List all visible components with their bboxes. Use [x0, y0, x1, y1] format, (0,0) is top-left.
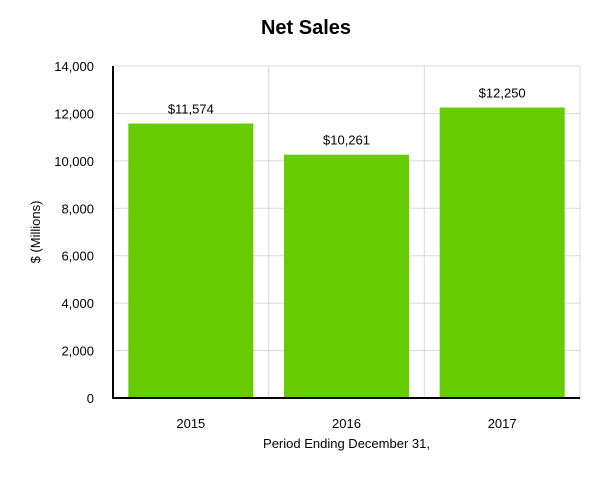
data-label-2015: $11,574 — [168, 102, 214, 117]
y-tick-label: 0 — [87, 391, 94, 406]
bar-2016 — [284, 154, 409, 398]
y-tick-label: 12,000 — [54, 106, 94, 121]
y-tick-label: 4,000 — [61, 296, 94, 311]
bars — [128, 107, 565, 399]
data-label-2016: $10,261 — [323, 133, 370, 148]
chart-title: Net Sales — [261, 17, 351, 39]
data-labels: $11,574 $10,261 $12,250 — [168, 86, 526, 148]
y-tick-label: 6,000 — [61, 249, 94, 264]
y-tick-label: 10,000 — [54, 154, 94, 169]
bar-2017 — [439, 107, 565, 398]
y-tick-label: 8,000 — [61, 201, 94, 216]
x-axis-label: Period Ending December 31, — [263, 436, 430, 451]
axes — [112, 66, 580, 399]
y-tick-label: 2,000 — [61, 344, 94, 359]
bar-2015 — [128, 123, 254, 399]
data-label-2017: $12,250 — [479, 86, 526, 101]
x-tick-label: 2017 — [488, 416, 517, 431]
x-tick-labels: 2015 2016 2017 — [176, 416, 516, 431]
y-axis-label: $ (Millions) — [28, 201, 43, 264]
y-tick-labels: 0 2,000 4,000 6,000 8,000 10,000 12,000 14,000 — [54, 59, 94, 406]
y-tick-label: 14,000 — [54, 59, 94, 74]
x-tick-label: 2016 — [332, 416, 361, 431]
x-tick-label: 2015 — [176, 416, 205, 431]
